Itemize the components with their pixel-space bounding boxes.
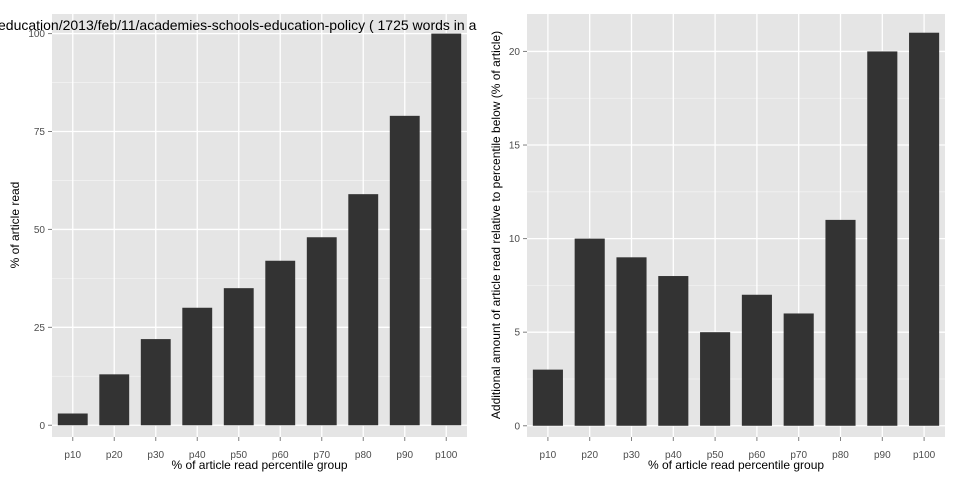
x-tick-label: p20	[106, 450, 123, 461]
x-tick-label: p10	[540, 450, 557, 461]
x-tick-label: p40	[189, 450, 206, 461]
x-axis-title: % of article read percentile group	[171, 458, 347, 472]
x-tick-label: p50	[230, 450, 247, 461]
y-axis-title: Additional amount of article read relati…	[489, 31, 503, 419]
bar-p100	[909, 32, 940, 426]
x-tick-label: p60	[749, 450, 766, 461]
y-tick-label: 15	[509, 141, 521, 152]
x-tick-label: p70	[313, 450, 330, 461]
bar-p90	[867, 51, 898, 426]
y-tick-label: 10	[509, 234, 521, 245]
x-tick-label: p90	[874, 450, 891, 461]
y-tick-label: 0	[514, 421, 520, 432]
y-tick-label: 50	[34, 225, 46, 236]
y-tick-label: 100	[28, 29, 45, 40]
bar-p80	[825, 219, 856, 426]
bar-p30	[140, 339, 171, 426]
y-tick-label: 5	[514, 328, 520, 339]
x-tick-label: p40	[665, 450, 682, 461]
chart-panel-2: 0 5 10 15 20 p10 p20 p30 p40 p50 p60 p70 p80 p90 p100%…	[489, 14, 945, 472]
bar-p20	[574, 238, 605, 426]
bar-p70	[306, 237, 337, 426]
bar-p60	[741, 294, 772, 426]
x-tick-label: p60	[272, 450, 289, 461]
y-tick-label: 75	[34, 127, 46, 138]
bar-p60	[265, 260, 296, 426]
x-tick-label: p80	[832, 450, 849, 461]
bar-p40	[658, 276, 689, 426]
bar-p30	[616, 257, 647, 426]
y-axis-title: % of article read	[8, 182, 22, 269]
bar-p10	[532, 369, 563, 426]
bar-p70	[783, 313, 814, 426]
bar-p90	[389, 115, 420, 426]
bar-p50	[223, 288, 254, 426]
y-tick-label: 25	[34, 323, 46, 334]
x-tick-label: p50	[707, 450, 724, 461]
chart-title: education/2013/feb/11/academies-schools-…	[0, 17, 477, 33]
bar-p20	[99, 374, 130, 426]
x-axis-title: % of article read percentile group	[648, 458, 824, 472]
x-tick-label: p10	[64, 450, 81, 461]
x-tick-label: p100	[435, 450, 458, 461]
bar-p10	[57, 413, 88, 426]
bar-p80	[348, 194, 379, 426]
x-tick-label: p90	[396, 450, 413, 461]
bar-p100	[431, 33, 462, 426]
x-tick-label: p70	[790, 450, 807, 461]
bar-p50	[700, 332, 731, 426]
x-tick-label: p80	[355, 450, 372, 461]
x-tick-label: p30	[623, 450, 640, 461]
y-tick-label: 0	[39, 421, 45, 432]
x-tick-label: p100	[913, 450, 936, 461]
y-tick-label: 20	[509, 47, 521, 58]
x-tick-label: p30	[147, 450, 164, 461]
chart-panel-1: 0 25 50 75 100 p10 p20 p30 p40 p50 p60 p70 p80 p90 p10…	[0, 14, 477, 472]
bar-p40	[182, 307, 213, 426]
x-tick-label: p20	[581, 450, 598, 461]
